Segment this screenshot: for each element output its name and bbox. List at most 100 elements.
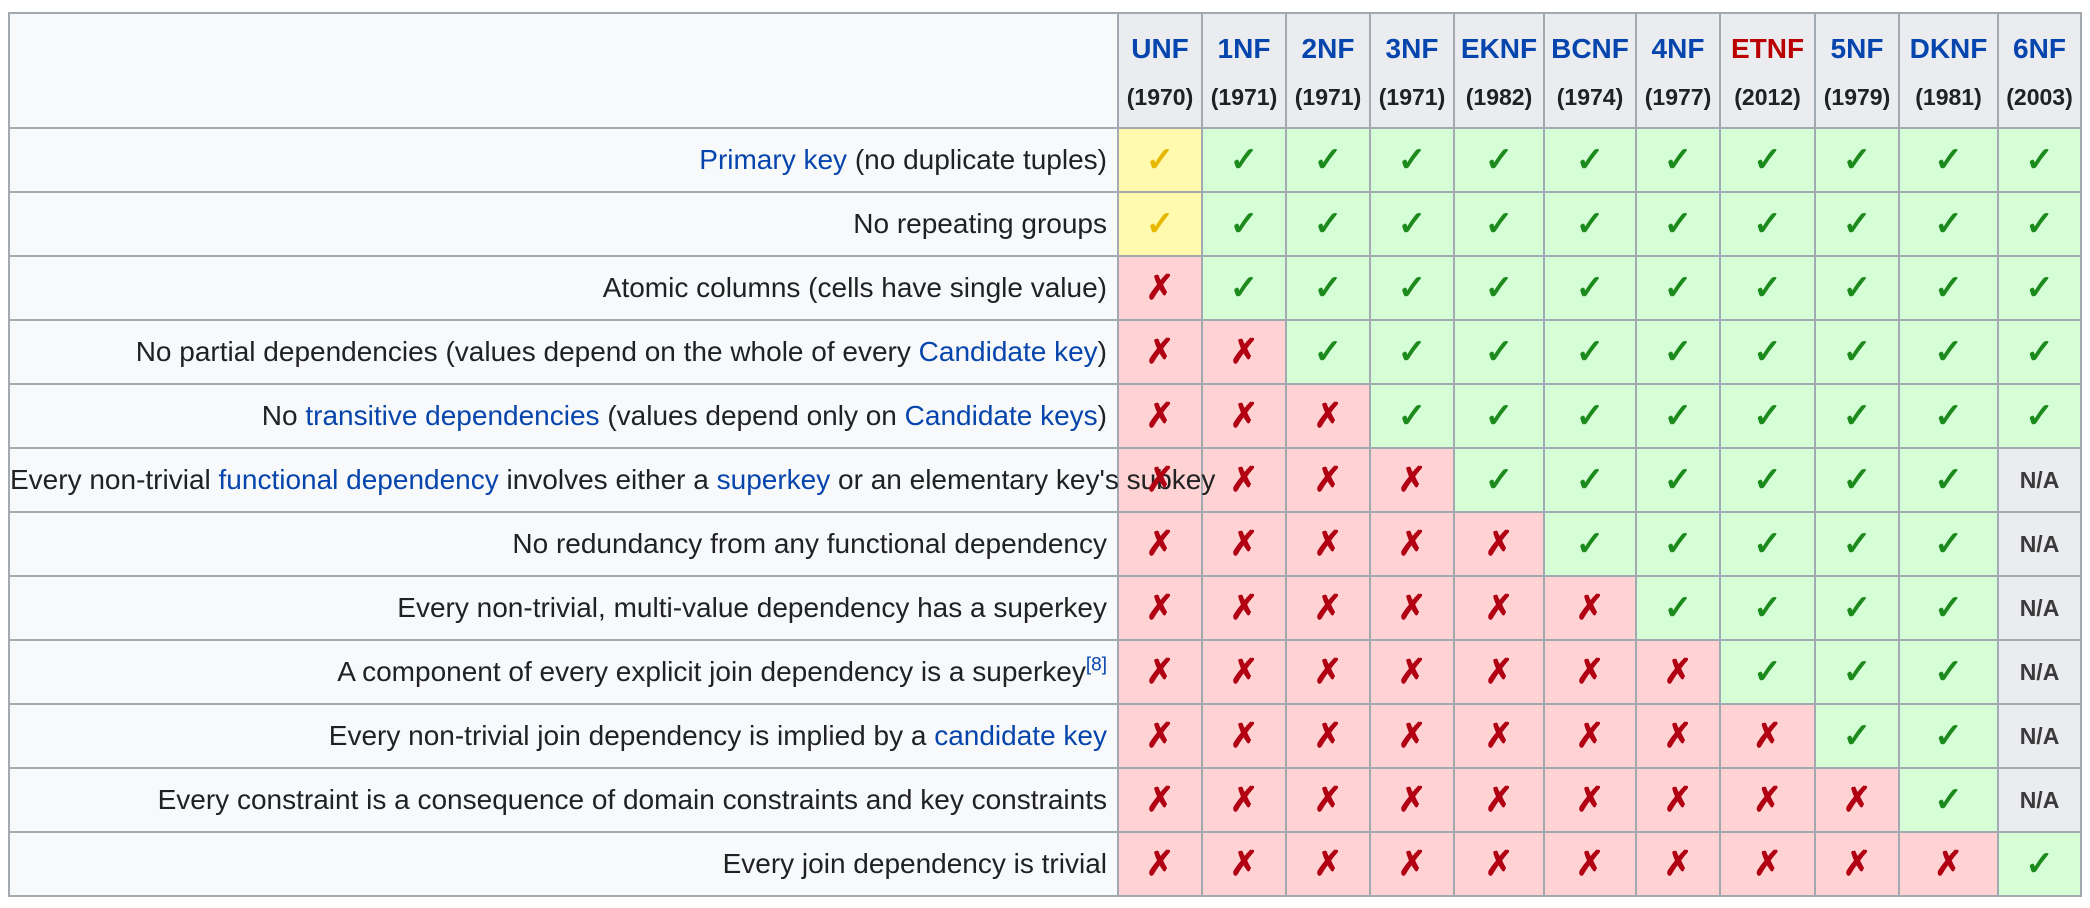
requirement-link[interactable]: functional dependency — [218, 464, 499, 495]
cell-5nf: ✓ — [1814, 703, 1900, 769]
column-name-link[interactable]: 4NF — [1651, 32, 1705, 64]
check-icon: ✓ — [1575, 333, 1605, 371]
cell-4nf: ✓ — [1635, 575, 1721, 641]
cell-etnf: ✗ — [1719, 831, 1816, 897]
check-icon: ✓ — [1575, 397, 1605, 435]
cell-dknf: ✓ — [1898, 447, 1999, 513]
column-name-link[interactable]: ETNF — [1730, 32, 1805, 64]
cell-bcnf: ✗ — [1543, 639, 1637, 705]
column-name-link[interactable]: 1NF — [1217, 32, 1271, 64]
check-icon: ✓ — [1842, 333, 1872, 371]
check-icon: ✓ — [1397, 205, 1427, 243]
check-icon: ✓ — [1484, 461, 1514, 499]
check-icon: ✓ — [1842, 461, 1872, 499]
check-icon: ✓ — [1842, 269, 1872, 307]
cell-5nf: ✓ — [1814, 383, 1900, 449]
cross-icon: ✗ — [1313, 525, 1343, 563]
column-name-link[interactable]: 6NF — [2013, 32, 2066, 64]
cell-3nf: ✗ — [1369, 447, 1455, 513]
cross-icon: ✗ — [1229, 525, 1259, 563]
cell-5nf: ✓ — [1814, 191, 1900, 257]
cell-4nf: ✓ — [1635, 447, 1721, 513]
cell-4nf: ✓ — [1635, 127, 1721, 193]
requirement-link[interactable]: Candidate keys — [904, 400, 1098, 431]
check-icon: ✓ — [1934, 269, 1963, 307]
cross-icon: ✗ — [1145, 717, 1175, 755]
column-year: (1982) — [1465, 83, 1533, 110]
column-year: (1974) — [1556, 83, 1624, 110]
column-year: (1971) — [1294, 83, 1362, 110]
check-icon: ✓ — [1753, 653, 1782, 691]
requirement-text: Every join dependency is trivial — [722, 848, 1107, 879]
column-name-link[interactable]: 2NF — [1301, 32, 1355, 64]
cross-icon: ✗ — [1313, 461, 1343, 499]
requirement-link[interactable]: transitive dependencies — [305, 400, 600, 431]
cell-bcnf: ✓ — [1543, 127, 1637, 193]
cell-unf: ✗ — [1117, 447, 1203, 513]
column-year: (2012) — [1734, 83, 1801, 110]
column-name-link[interactable]: DKNF — [1909, 32, 1988, 64]
check-icon: ✓ — [1313, 269, 1343, 307]
requirement-link[interactable]: superkey — [716, 464, 831, 495]
cell-dknf: ✓ — [1898, 383, 1999, 449]
column-name-link[interactable]: UNF — [1131, 32, 1189, 64]
cell-unf: ✗ — [1117, 575, 1203, 641]
requirement-text: ) — [1097, 400, 1107, 431]
cell-3nf: ✗ — [1369, 831, 1455, 897]
cell-2nf: ✓ — [1285, 127, 1371, 193]
cross-icon: ✗ — [1484, 845, 1514, 883]
cell-4nf: ✗ — [1635, 639, 1721, 705]
table-row: Primary key (no duplicate tuples) ✓ ✓ ✓ ✓ ✓ ✓ ✓… — [8, 127, 2082, 193]
cross-icon: ✗ — [1145, 333, 1175, 371]
check-icon: ✓ — [1934, 141, 1963, 179]
table-row: Atomic columns (cells have single value)… — [8, 255, 2082, 321]
cell-2nf: ✗ — [1285, 575, 1371, 641]
check-icon: ✓ — [1313, 333, 1343, 371]
requirement-text: Every non-trivial — [10, 464, 219, 495]
check-icon: ✓ — [1484, 269, 1514, 307]
column-name-link[interactable]: BCNF — [1551, 32, 1629, 64]
column-name-link[interactable]: EKNF — [1460, 32, 1538, 64]
cell-6nf: ✓ — [1997, 255, 2082, 321]
cell-1nf: ✓ — [1201, 127, 1287, 193]
cell-bcnf: ✓ — [1543, 255, 1637, 321]
cell-eknf: ✗ — [1453, 831, 1545, 897]
check-icon: ✓ — [1145, 205, 1175, 243]
column-name-link[interactable]: 5NF — [1830, 32, 1884, 64]
check-icon: ✓ — [1484, 333, 1514, 371]
cell-eknf: ✗ — [1453, 575, 1545, 641]
cross-icon: ✗ — [1663, 781, 1693, 819]
cell-1nf: ✗ — [1201, 447, 1287, 513]
check-icon: ✓ — [1753, 589, 1782, 627]
requirement-label: No partial dependencies (values depend o… — [8, 319, 1119, 385]
requirement-link[interactable]: Primary key — [699, 144, 848, 175]
cell-4nf: ✓ — [1635, 383, 1721, 449]
check-icon: ✓ — [1842, 653, 1872, 691]
check-icon: ✓ — [1663, 141, 1693, 179]
cell-4nf: ✓ — [1635, 511, 1721, 577]
cross-icon: ✗ — [1229, 781, 1259, 819]
requirement-text: A component of every explicit join depen… — [337, 656, 1086, 687]
cell-bcnf: ✓ — [1543, 191, 1637, 257]
check-icon: ✓ — [1575, 461, 1605, 499]
check-icon: ✓ — [1934, 589, 1963, 627]
cell-2nf: ✗ — [1285, 639, 1371, 705]
column-year: (1971) — [1210, 83, 1278, 110]
requirement-link[interactable]: Candidate key — [918, 336, 1098, 367]
cell-2nf: ✓ — [1285, 191, 1371, 257]
requirement-link[interactable]: candidate key — [934, 720, 1107, 751]
cross-icon: ✗ — [1145, 653, 1175, 691]
column-name-link[interactable]: 3NF — [1385, 32, 1439, 64]
cross-icon: ✗ — [1145, 525, 1175, 563]
column-header-dknf: DKNF (1981) — [1898, 12, 1999, 129]
cell-bcnf: ✓ — [1543, 511, 1637, 577]
column-year: (1970) — [1126, 83, 1194, 110]
cell-etnf: ✓ — [1719, 127, 1816, 193]
cell-1nf: ✓ — [1201, 255, 1287, 321]
cross-icon: ✗ — [1397, 525, 1427, 563]
table-body: Primary key (no duplicate tuples) ✓ ✓ ✓ ✓ ✓ ✓ ✓… — [8, 127, 2082, 897]
citation-link[interactable]: [8] — [1085, 654, 1107, 676]
table-row: No transitive dependencies (values depen… — [8, 383, 2082, 449]
cross-icon: ✗ — [1229, 333, 1259, 371]
cell-5nf: ✓ — [1814, 447, 1900, 513]
